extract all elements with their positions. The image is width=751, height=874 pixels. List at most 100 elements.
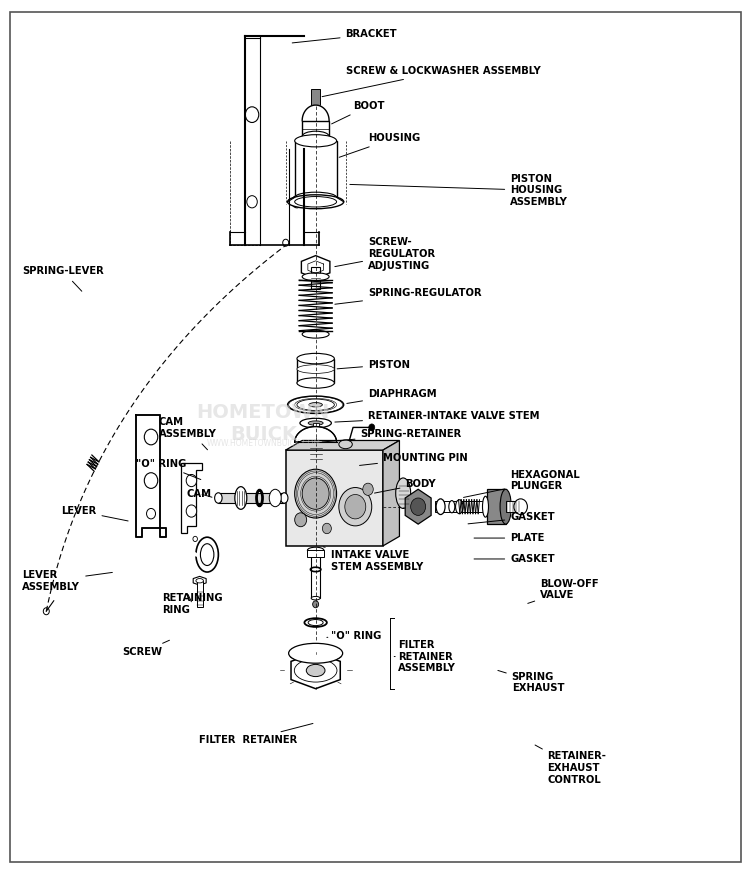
Ellipse shape	[449, 501, 455, 513]
Ellipse shape	[280, 493, 288, 503]
Ellipse shape	[297, 378, 334, 388]
Ellipse shape	[300, 419, 331, 428]
Circle shape	[144, 473, 158, 489]
Text: RETAINING
RING: RETAINING RING	[162, 593, 223, 615]
Circle shape	[186, 505, 197, 517]
Ellipse shape	[201, 544, 214, 565]
Ellipse shape	[500, 489, 511, 524]
Text: BODY: BODY	[375, 479, 436, 493]
Text: PISTON: PISTON	[337, 360, 410, 370]
Ellipse shape	[297, 364, 334, 373]
Polygon shape	[291, 652, 340, 689]
Circle shape	[312, 600, 318, 607]
Ellipse shape	[339, 440, 352, 448]
Circle shape	[294, 513, 306, 527]
Bar	[312, 423, 318, 435]
Ellipse shape	[288, 195, 344, 209]
Ellipse shape	[311, 596, 320, 600]
Text: SCREW-
REGULATOR
ADJUSTING: SCREW- REGULATOR ADJUSTING	[335, 238, 435, 271]
Ellipse shape	[482, 496, 488, 517]
Text: SPRING-RETAINER: SPRING-RETAINER	[322, 429, 462, 442]
Circle shape	[44, 607, 50, 614]
Circle shape	[339, 488, 372, 526]
Ellipse shape	[308, 421, 323, 426]
Polygon shape	[294, 427, 336, 442]
Ellipse shape	[235, 487, 247, 510]
Bar	[307, 551, 324, 558]
Circle shape	[302, 478, 329, 510]
Ellipse shape	[302, 131, 329, 142]
Text: PLATE: PLATE	[474, 533, 544, 543]
Ellipse shape	[294, 192, 336, 203]
Ellipse shape	[302, 330, 329, 338]
Bar	[311, 551, 320, 598]
Ellipse shape	[294, 197, 336, 207]
Bar	[505, 502, 520, 512]
Text: RETAINER-
EXHAUST
CONTROL: RETAINER- EXHAUST CONTROL	[535, 745, 607, 785]
Text: DIAPHRAGM: DIAPHRAGM	[347, 389, 436, 404]
Ellipse shape	[196, 538, 219, 572]
Bar	[219, 493, 284, 503]
Ellipse shape	[302, 273, 329, 281]
Text: GASKET: GASKET	[468, 512, 555, 524]
Circle shape	[144, 429, 158, 445]
Circle shape	[363, 483, 373, 496]
Text: LEVER
ASSEMBLY: LEVER ASSEMBLY	[23, 570, 113, 592]
Text: CAM: CAM	[187, 489, 212, 499]
Ellipse shape	[304, 618, 327, 627]
Text: INTAKE VALVE
STEM ASSEMBLY: INTAKE VALVE STEM ASSEMBLY	[323, 547, 423, 572]
Ellipse shape	[270, 489, 281, 507]
Ellipse shape	[514, 499, 527, 515]
Polygon shape	[383, 440, 400, 546]
Text: HOUSING: HOUSING	[339, 133, 421, 157]
Ellipse shape	[306, 664, 325, 676]
Circle shape	[186, 475, 197, 487]
Circle shape	[291, 196, 302, 208]
Text: BLOW-OFF
VALVE: BLOW-OFF VALVE	[528, 579, 599, 603]
Bar	[294, 141, 336, 198]
Ellipse shape	[396, 478, 411, 509]
Circle shape	[193, 537, 198, 542]
Ellipse shape	[308, 620, 323, 626]
Polygon shape	[285, 450, 383, 546]
Text: BRACKET: BRACKET	[292, 30, 397, 43]
Text: CAM
ASSEMBLY: CAM ASSEMBLY	[158, 418, 216, 450]
Text: FILTER  RETAINER: FILTER RETAINER	[199, 724, 313, 746]
Bar	[487, 489, 505, 524]
Polygon shape	[285, 440, 400, 450]
Text: FILTER
RETAINER
ASSEMBLY: FILTER RETAINER ASSEMBLY	[394, 640, 456, 673]
Circle shape	[294, 469, 336, 518]
Circle shape	[369, 424, 375, 431]
Text: PISTON
HOUSING
ASSEMBLY: PISTON HOUSING ASSEMBLY	[350, 174, 568, 207]
Text: LEVER: LEVER	[62, 506, 128, 521]
Circle shape	[322, 524, 331, 534]
Circle shape	[411, 498, 426, 516]
Circle shape	[282, 239, 288, 246]
Bar	[302, 121, 329, 136]
Ellipse shape	[288, 396, 344, 413]
Ellipse shape	[456, 500, 463, 514]
Ellipse shape	[297, 399, 334, 411]
Text: SPRING-REGULATOR: SPRING-REGULATOR	[335, 288, 481, 304]
Ellipse shape	[294, 135, 336, 147]
Text: RETAINER-INTAKE VALVE STEM: RETAINER-INTAKE VALVE STEM	[335, 411, 539, 422]
Text: WWW.HOMETOWNBUICK.COM: WWW.HOMETOWNBUICK.COM	[207, 440, 320, 448]
Polygon shape	[136, 415, 166, 538]
Ellipse shape	[196, 579, 204, 583]
Circle shape	[246, 107, 259, 122]
Circle shape	[146, 509, 155, 519]
Ellipse shape	[215, 493, 222, 503]
Text: BOOT: BOOT	[332, 101, 385, 124]
Polygon shape	[301, 255, 330, 279]
Ellipse shape	[288, 643, 342, 663]
Bar	[309, 444, 321, 463]
Text: SPRING-LEVER: SPRING-LEVER	[23, 267, 104, 291]
Circle shape	[247, 196, 258, 208]
Text: "O" RING: "O" RING	[136, 459, 201, 480]
Ellipse shape	[436, 499, 445, 515]
Polygon shape	[193, 576, 206, 585]
Text: GASKET: GASKET	[474, 554, 555, 564]
Polygon shape	[406, 489, 431, 524]
Circle shape	[345, 495, 366, 519]
Text: "O" RING: "O" RING	[327, 631, 381, 641]
